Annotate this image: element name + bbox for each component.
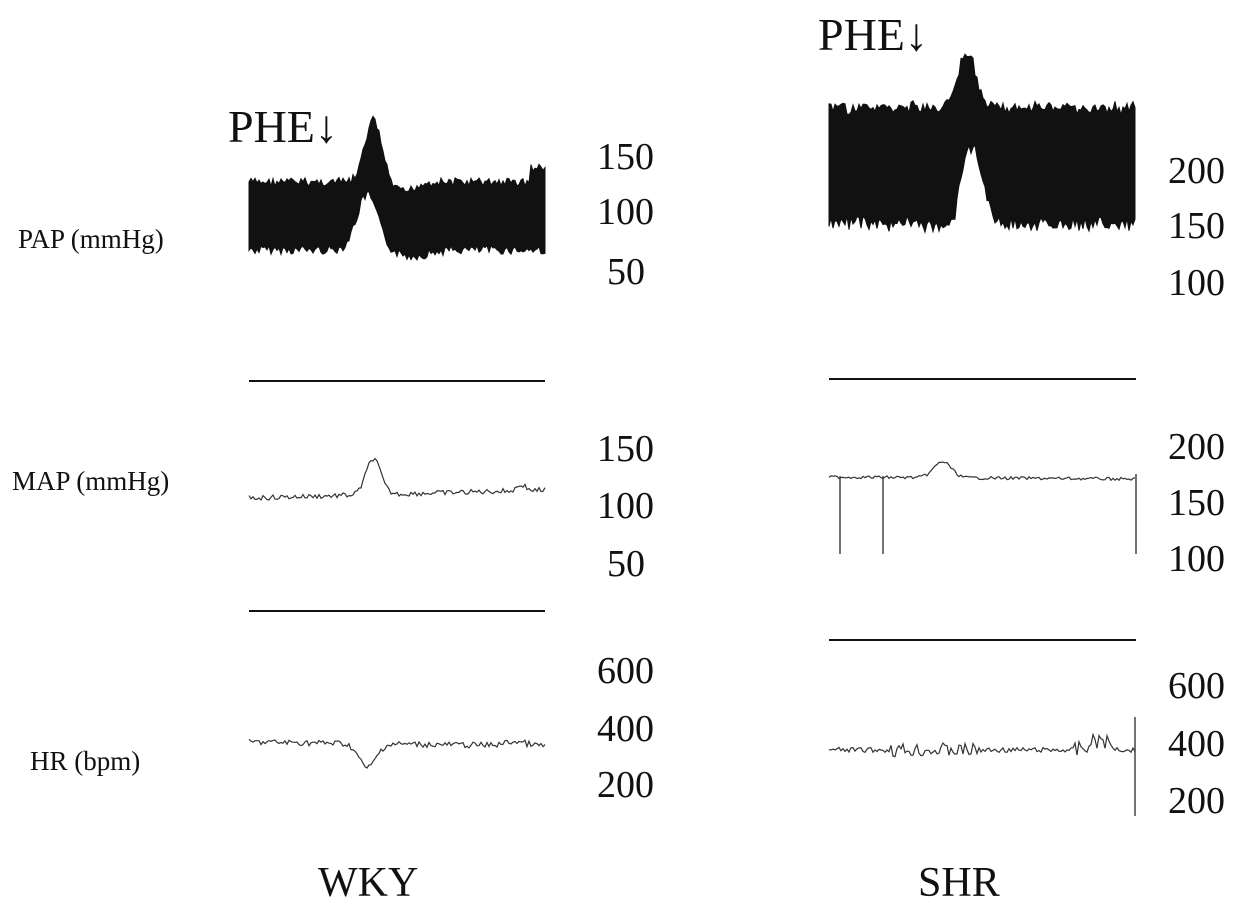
trace-shr-map bbox=[828, 461, 1136, 482]
tick-wky-pap-3: 50 bbox=[607, 251, 645, 293]
tick-wky-map-3: 50 bbox=[607, 543, 645, 585]
tick-shr-hr-3: 200 bbox=[1168, 780, 1225, 822]
trace-wky-pap bbox=[248, 115, 546, 261]
trace-shr-hr bbox=[828, 732, 1136, 758]
group-label-shr: SHR bbox=[918, 860, 1000, 906]
trace-wky-map bbox=[248, 457, 546, 502]
tick-shr-map-3: 100 bbox=[1168, 538, 1225, 580]
tick-shr-pap-3: 100 bbox=[1168, 262, 1225, 304]
trace-shr-pap bbox=[828, 53, 1136, 234]
tick-wky-map-1: 150 bbox=[597, 428, 654, 470]
trace-wky-hr bbox=[248, 738, 546, 769]
channel-label-pap: PAP (mmHg) bbox=[18, 224, 164, 254]
tick-wky-map-2: 100 bbox=[597, 485, 654, 527]
tick-wky-pap-2: 100 bbox=[597, 191, 654, 233]
tick-shr-map-2: 150 bbox=[1168, 482, 1225, 524]
tick-wky-hr-3: 200 bbox=[597, 764, 654, 806]
channel-label-map: MAP (mmHg) bbox=[12, 466, 170, 496]
event-marker-wky: PHE↓ bbox=[228, 101, 338, 152]
tick-shr-pap-2: 150 bbox=[1168, 205, 1225, 247]
group-label-wky: WKY bbox=[318, 860, 419, 906]
event-marker-shr: PHE↓ bbox=[818, 9, 928, 60]
tick-shr-map-1: 200 bbox=[1168, 426, 1225, 468]
tick-shr-hr-1: 600 bbox=[1168, 665, 1225, 707]
tick-wky-hr-2: 400 bbox=[597, 708, 654, 750]
tick-shr-pap-1: 200 bbox=[1168, 150, 1225, 192]
tick-wky-pap-1: 150 bbox=[597, 136, 654, 178]
tick-wky-hr-1: 600 bbox=[597, 650, 654, 692]
channel-label-hr: HR (bpm) bbox=[30, 746, 141, 776]
tick-shr-hr-2: 400 bbox=[1168, 723, 1225, 765]
